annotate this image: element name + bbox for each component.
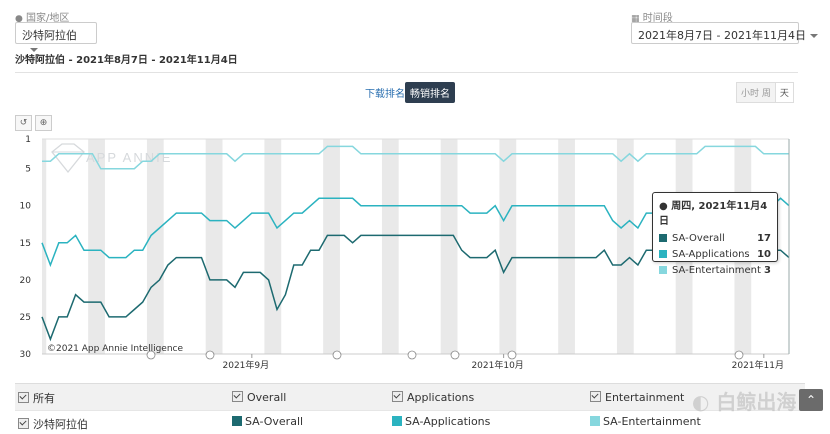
scroll-top-button[interactable]: ⌃ bbox=[799, 389, 823, 411]
chevron-down-icon bbox=[30, 48, 38, 52]
weekend-band bbox=[440, 139, 458, 354]
y-tick-label: 25 bbox=[20, 313, 31, 323]
checkbox-icon[interactable] bbox=[590, 391, 601, 402]
country-filter-label: ● 国家/地区 bbox=[15, 13, 70, 24]
legend-group-overall[interactable]: Overall bbox=[232, 390, 286, 404]
reset-zoom-icon[interactable]: ↺ bbox=[15, 115, 32, 131]
tooltip-row: SA-Applications 10 bbox=[659, 246, 771, 262]
checkbox-icon[interactable] bbox=[232, 391, 243, 402]
legend-group-applications[interactable]: Applications bbox=[392, 390, 474, 404]
tooltip-title: ● 周四, 2021年11月4日 bbox=[659, 201, 768, 227]
weekend-band bbox=[558, 139, 575, 354]
tooltip-series-name: SA-Entertainment bbox=[672, 264, 761, 276]
tab-downloads[interactable]: 下载排名 bbox=[365, 89, 405, 100]
granularity-day-button[interactable]: 天 bbox=[775, 82, 794, 103]
country-select[interactable]: 沙特阿拉伯 bbox=[15, 22, 97, 52]
granularity-hour-button[interactable]: 小时 周 bbox=[736, 82, 776, 103]
tooltip-swatch bbox=[659, 250, 667, 258]
watermark: APP ANNIE bbox=[86, 150, 172, 165]
calendar-icon: ▦ bbox=[631, 14, 640, 24]
weekend-band bbox=[616, 139, 634, 354]
tooltip-row: SA-Overall 17 bbox=[659, 230, 771, 246]
weekend-band bbox=[264, 139, 282, 354]
y-tick-label: 20 bbox=[20, 276, 32, 286]
series-line-SA-Entertainment bbox=[42, 145, 789, 170]
y-tick-label: 10 bbox=[20, 202, 32, 212]
event-marker-icon bbox=[205, 350, 215, 360]
event-marker-icon bbox=[332, 350, 342, 360]
y-tick-label: 5 bbox=[25, 165, 31, 175]
legend-header-row: 所有 Overall Applications Entertainment bbox=[15, 383, 805, 410]
event-marker-icon bbox=[407, 350, 417, 360]
y-tick-label: 30 bbox=[20, 350, 32, 360]
x-tick-label: 2021年9月 bbox=[223, 359, 270, 371]
whale-logo-icon: ◐ bbox=[692, 390, 710, 414]
tooltip-value: 3 bbox=[764, 264, 771, 276]
period-filter-label: ▦ 时间段 bbox=[631, 13, 673, 24]
tab-grossing[interactable]: 畅销排名 bbox=[405, 82, 455, 103]
copyright-text: ©2021 App Annie Intelligence bbox=[47, 344, 184, 354]
weekend-band bbox=[88, 139, 105, 354]
granularity-toggle: 小时 周 天 bbox=[736, 82, 794, 103]
tooltip-swatch bbox=[659, 234, 667, 242]
weekend-band bbox=[381, 139, 399, 354]
legend-all[interactable]: 所有 bbox=[18, 390, 55, 406]
legend-swatch bbox=[392, 416, 402, 426]
tooltip-series-name: SA-Applications bbox=[672, 248, 750, 260]
weekend-band bbox=[146, 139, 164, 354]
event-marker-icon bbox=[734, 350, 744, 360]
globe-icon: ● bbox=[15, 14, 23, 24]
globe-icon: ● bbox=[659, 201, 668, 212]
legend-series-entertainment[interactable]: SA-Entertainment bbox=[590, 415, 701, 428]
weekend-band bbox=[205, 139, 223, 354]
tooltip-swatch bbox=[659, 266, 667, 274]
tooltip-value: 17 bbox=[757, 232, 771, 244]
weekend-band bbox=[499, 139, 517, 354]
zoom-icon[interactable]: ⊕ bbox=[35, 115, 52, 131]
divider bbox=[15, 72, 798, 73]
weekend-bands bbox=[42, 139, 752, 354]
checkbox-icon[interactable] bbox=[392, 391, 403, 402]
weekend-band bbox=[323, 139, 340, 354]
legend-country[interactable]: 沙特阿拉伯 bbox=[18, 416, 88, 432]
legend-series-row: 沙特阿拉伯 SA-Overall SA-Applications SA-Ente… bbox=[15, 410, 805, 434]
legend-swatch bbox=[232, 416, 242, 426]
tooltip-row: SA-Entertainment 3 bbox=[659, 262, 771, 278]
legend-swatch bbox=[590, 416, 600, 426]
report-subtitle: 沙特阿拉伯 - 2021年8月7日 - 2021年11月4日 bbox=[15, 55, 238, 66]
checkbox-icon[interactable] bbox=[18, 392, 29, 403]
event-marker-icon bbox=[146, 350, 156, 360]
event-marker-icon bbox=[450, 350, 460, 360]
event-markers bbox=[146, 350, 744, 360]
legend-group-entertainment[interactable]: Entertainment bbox=[590, 390, 684, 404]
y-tick-label: 15 bbox=[20, 239, 31, 249]
tooltip-series-name: SA-Overall bbox=[672, 232, 725, 244]
legend-series-applications[interactable]: SA-Applications bbox=[392, 415, 490, 428]
watermark-logo-icon bbox=[51, 143, 85, 174]
chart-tooltip: ● 周四, 2021年11月4日 SA-Overall 17 SA-Applicat… bbox=[652, 192, 778, 276]
legend-series-overall[interactable]: SA-Overall bbox=[232, 415, 303, 428]
tooltip-value: 10 bbox=[757, 248, 771, 260]
period-select[interactable]: 2021年8月7日 - 2021年11月4日 bbox=[631, 22, 818, 44]
checkbox-icon[interactable] bbox=[18, 418, 29, 429]
y-tick-label: 1 bbox=[25, 135, 31, 145]
x-axis-ticks: 2021年9月 2021年10月 2021年11月 bbox=[223, 354, 784, 371]
x-tick-label: 2021年11月 bbox=[732, 359, 784, 371]
x-tick-label: 2021年10月 bbox=[471, 359, 523, 371]
chevron-down-icon bbox=[809, 34, 818, 38]
brand-logo: ◐ 白鲸出海 bbox=[692, 390, 797, 414]
event-marker-icon bbox=[507, 350, 517, 360]
